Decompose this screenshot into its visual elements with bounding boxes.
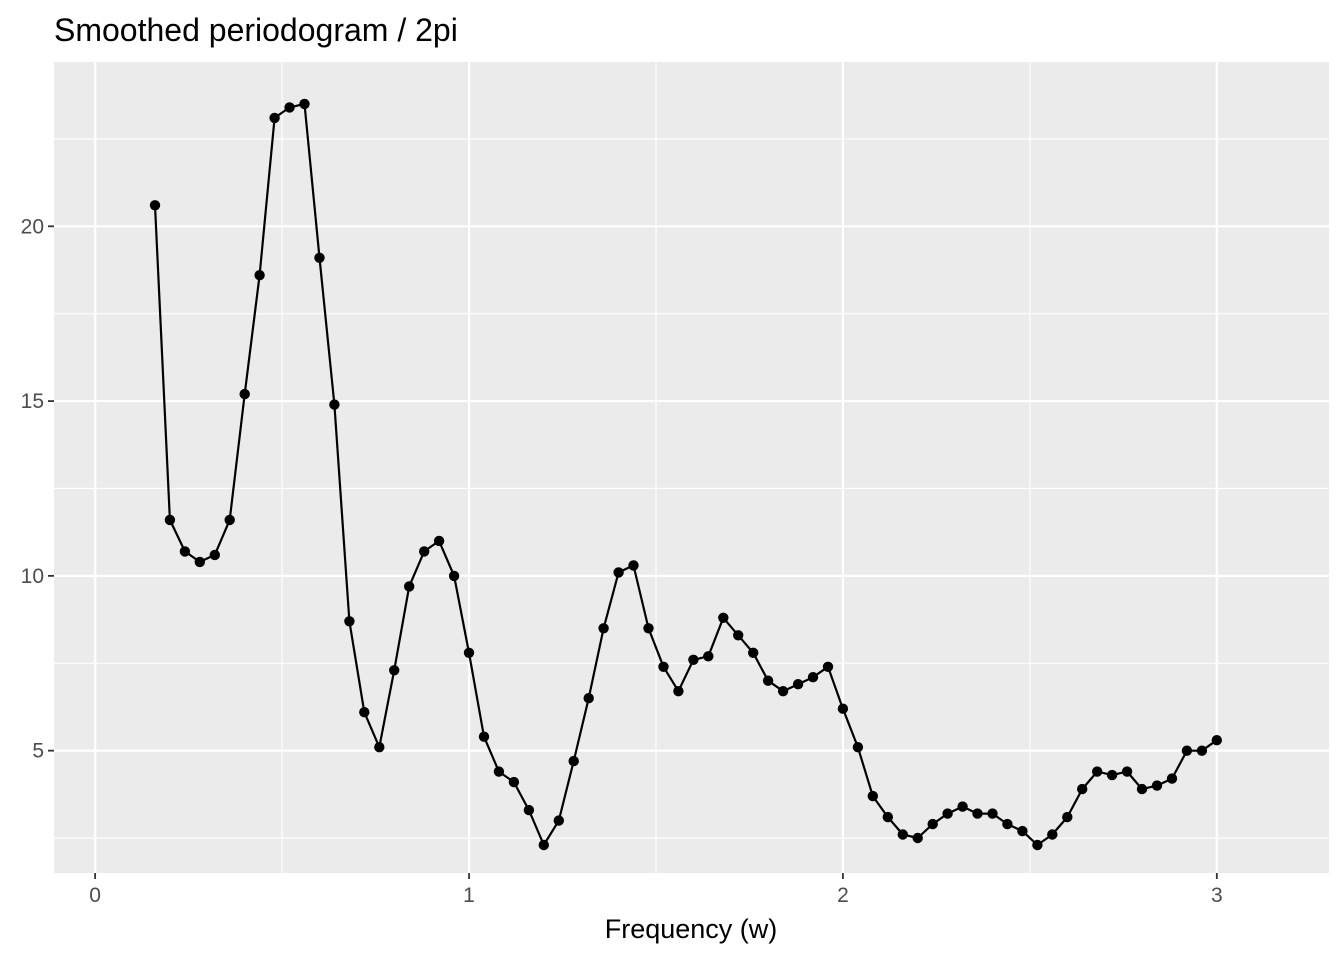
y-tick-label: 15 <box>21 390 44 413</box>
data-point <box>419 546 430 557</box>
data-point <box>538 839 549 851</box>
data-point <box>733 630 744 641</box>
x-axis-label: Frequency (w) <box>605 914 778 944</box>
data-point <box>164 514 176 526</box>
x-tick-label: 2 <box>837 884 849 907</box>
data-point <box>179 546 191 557</box>
major-gridlines <box>54 62 1329 873</box>
data-point <box>807 672 819 683</box>
data-point <box>359 707 370 718</box>
data-point <box>269 112 280 124</box>
data-point <box>613 567 624 578</box>
data-point <box>1166 773 1178 784</box>
data-point <box>553 815 564 826</box>
data-point <box>299 98 310 110</box>
data-point <box>987 808 998 819</box>
data-point <box>433 535 445 547</box>
data-point <box>598 623 609 634</box>
data-point <box>852 742 864 753</box>
data-point <box>508 776 520 788</box>
data-point <box>224 514 235 526</box>
x-tick-label: 3 <box>1211 884 1223 907</box>
data-point <box>194 556 205 568</box>
x-tick-label: 0 <box>89 884 101 907</box>
data-point <box>688 654 699 665</box>
data-point <box>1121 766 1133 777</box>
data-point <box>314 252 325 263</box>
data-point <box>1106 769 1118 781</box>
data-point <box>1092 766 1103 777</box>
minor-gridlines <box>54 62 1329 873</box>
data-point <box>1047 829 1058 840</box>
data-point <box>942 808 953 819</box>
y-axis: 5 10 15 20 <box>21 215 54 763</box>
data-point <box>1077 783 1088 795</box>
data-point <box>1062 811 1073 823</box>
data-points <box>149 98 1223 851</box>
data-point <box>643 623 654 634</box>
data-point <box>448 570 460 582</box>
data-point <box>1181 745 1193 756</box>
data-point <box>1002 818 1013 830</box>
data-point <box>882 811 893 823</box>
data-point <box>1196 745 1208 756</box>
data-point <box>777 686 789 697</box>
data-point <box>1136 783 1148 795</box>
data-point <box>673 686 684 697</box>
data-point <box>867 790 878 802</box>
data-point <box>927 818 938 830</box>
y-tick-label: 20 <box>21 215 44 238</box>
data-point <box>209 549 220 561</box>
data-point <box>628 560 639 571</box>
data-point <box>478 731 490 742</box>
data-point <box>957 801 968 812</box>
data-point <box>239 388 250 400</box>
data-point <box>658 661 669 672</box>
data-point <box>748 647 759 658</box>
data-point <box>404 581 415 592</box>
chart-title: Smoothed periodogram / 2pi <box>54 12 458 48</box>
data-point <box>912 832 923 844</box>
data-point <box>284 102 295 113</box>
data-point <box>329 399 340 410</box>
data-point <box>762 675 774 686</box>
x-axis: 0 1 2 3 <box>89 873 1223 907</box>
data-point <box>703 651 714 662</box>
data-point <box>972 808 983 819</box>
data-point <box>463 647 475 658</box>
data-point <box>374 742 385 753</box>
data-point <box>1151 780 1163 791</box>
data-point <box>493 766 505 777</box>
y-tick-label: 5 <box>32 740 44 763</box>
data-point <box>822 661 834 672</box>
data-point <box>523 804 535 816</box>
data-point <box>568 755 579 767</box>
data-point <box>149 200 161 211</box>
data-point <box>1017 825 1028 837</box>
data-point <box>583 693 594 704</box>
data-point <box>254 270 265 281</box>
y-tick-label: 10 <box>21 565 44 588</box>
data-point <box>344 616 355 627</box>
x-tick-label: 1 <box>463 884 475 907</box>
data-point <box>897 829 908 840</box>
data-point <box>1211 735 1223 746</box>
data-point <box>837 703 849 714</box>
data-point <box>718 612 729 623</box>
data-point <box>389 665 400 676</box>
data-point <box>792 679 804 690</box>
data-point <box>1032 839 1043 851</box>
